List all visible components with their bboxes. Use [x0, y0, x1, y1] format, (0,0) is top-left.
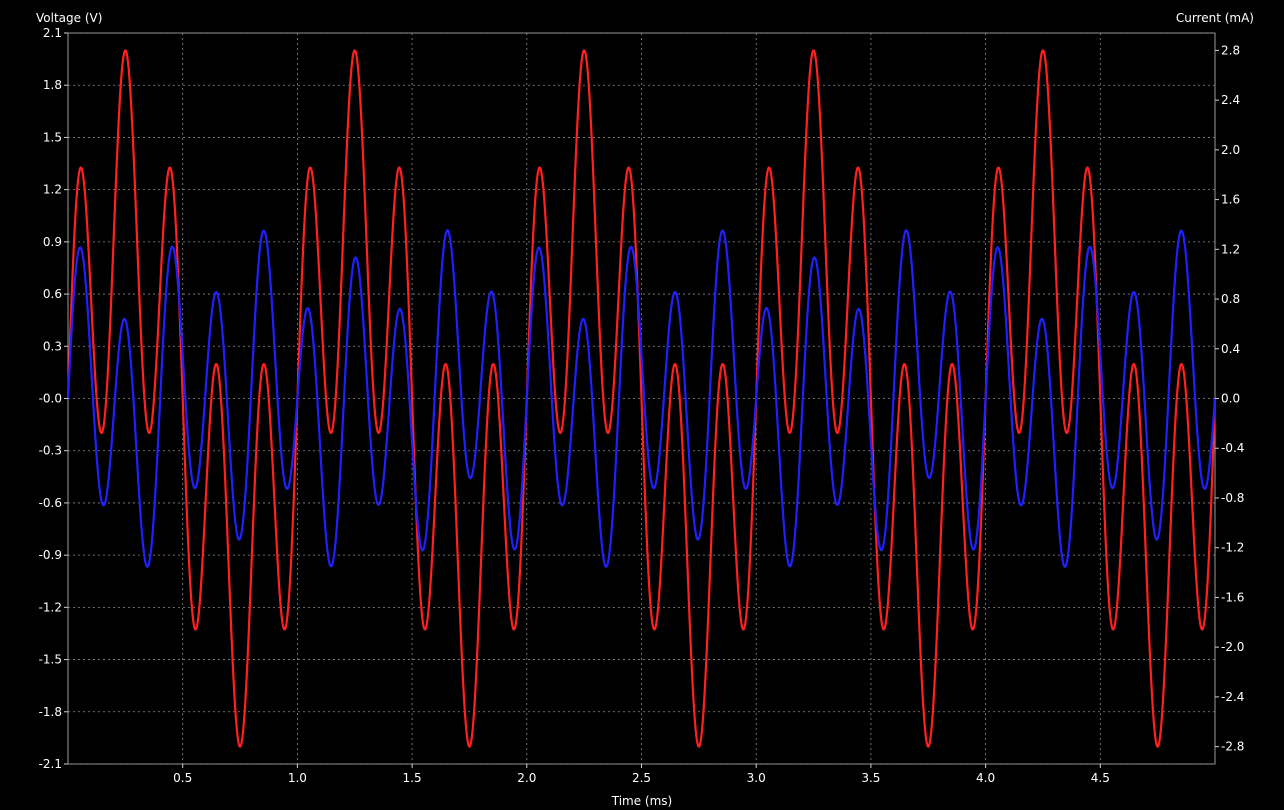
y-right-tick-label: 2.0	[1221, 143, 1240, 157]
y-right-tick-label: -1.6	[1221, 590, 1244, 604]
series-layer	[66, 49, 1217, 748]
x-tick-label: 2.5	[632, 771, 651, 785]
x-tick-label: 1.0	[288, 771, 307, 785]
y-right-axis-label: Current (mA)	[1176, 11, 1254, 25]
x-axis-label: Time (ms)	[611, 794, 673, 808]
y-left-tick-label: -0.3	[39, 444, 62, 458]
y-left-tick-label: -1.2	[39, 600, 62, 614]
y-right-tick-label: -0.8	[1221, 491, 1244, 505]
y-right-tick-label: -2.8	[1221, 740, 1244, 754]
y-right-tick-label: 0.8	[1221, 292, 1240, 306]
x-tick-label: 1.5	[403, 771, 422, 785]
axis-ticks: 0.5 1.0 1.5 2.0 2.5 3.0 3.5 4.0 4.5 2.1 1.8 1.5 1.2 0…	[39, 26, 1245, 785]
voltage-series-line	[66, 49, 1217, 748]
y-right-tick-label: -0.4	[1221, 441, 1244, 455]
y-left-tick-label: -1.8	[39, 705, 62, 719]
x-tick-label: 3.5	[861, 771, 880, 785]
y-right-tick-label: 1.2	[1221, 242, 1240, 256]
y-left-tick-label: 0.3	[43, 339, 62, 353]
y-left-tick-label: 1.8	[43, 78, 62, 92]
y-left-tick-label: -1.5	[39, 653, 62, 667]
y-left-tick-label: -0.9	[39, 548, 62, 562]
y-right-tick-label: 0.0	[1221, 392, 1240, 406]
y-left-tick-label: 1.2	[43, 183, 62, 197]
y-left-tick-label: 2.1	[43, 26, 62, 40]
x-tick-label: 2.0	[517, 771, 536, 785]
y-right-tick-label: -1.2	[1221, 541, 1244, 555]
y-right-tick-label: 0.4	[1221, 342, 1240, 356]
y-right-tick-label: 1.6	[1221, 193, 1240, 207]
y-left-tick-label: 0.6	[43, 287, 62, 301]
y-right-tick-label: 2.8	[1221, 43, 1240, 57]
y-left-axis-label: Voltage (V)	[36, 11, 102, 25]
y-left-tick-label: 1.5	[43, 130, 62, 144]
y-left-tick-label: -0.6	[39, 496, 62, 510]
current-series-line	[66, 229, 1217, 568]
y-left-tick-label: -0.0	[39, 392, 62, 406]
x-tick-label: 4.5	[1091, 771, 1110, 785]
x-tick-label: 4.0	[976, 771, 995, 785]
y-left-tick-label: -2.1	[39, 757, 62, 771]
y-right-tick-label: 2.4	[1221, 93, 1240, 107]
x-tick-label: 0.5	[173, 771, 192, 785]
y-right-tick-label: -2.0	[1221, 640, 1244, 654]
y-left-tick-label: 0.9	[43, 235, 62, 249]
y-right-tick-label: -2.4	[1221, 690, 1244, 704]
x-tick-label: 3.0	[747, 771, 766, 785]
